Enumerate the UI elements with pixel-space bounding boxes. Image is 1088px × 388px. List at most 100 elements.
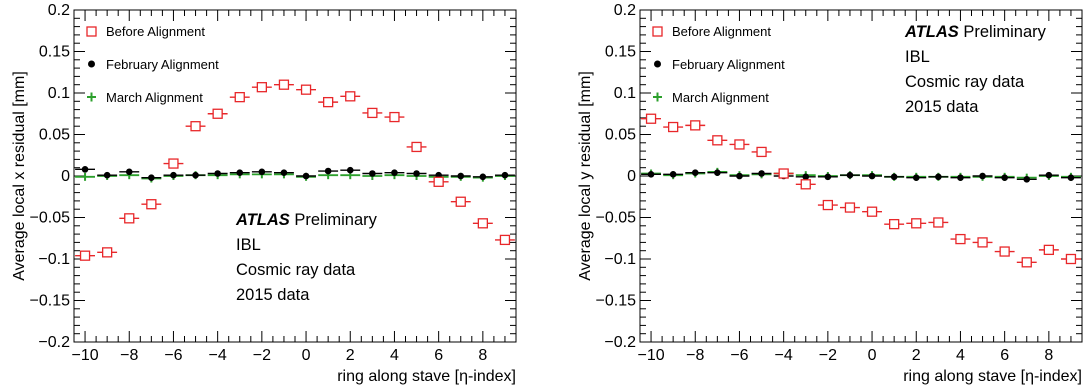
before-alignment-point: [751, 146, 772, 158]
x-tick-label: −4: [209, 347, 227, 364]
square-marker: [433, 176, 444, 187]
february-alignment-point: [406, 170, 427, 177]
square-marker: [977, 237, 988, 248]
circle-marker: [714, 169, 721, 176]
square-marker: [124, 213, 135, 224]
before-alignment-point: [75, 250, 95, 261]
circle-marker: [192, 171, 199, 179]
before-alignment-point: [251, 82, 272, 93]
february-alignment-point: [340, 166, 361, 174]
annotation-detector: IBL: [236, 236, 261, 254]
before-alignment-point: [229, 92, 250, 103]
legend-label-february: February Alignment: [106, 57, 219, 72]
before-alignment-point: [972, 237, 993, 248]
circle-marker: [824, 173, 832, 181]
before-alignment-point: [1061, 253, 1081, 265]
circle-marker: [125, 168, 133, 176]
square-marker: [668, 121, 679, 133]
february-alignment-point: [685, 169, 706, 176]
circle-marker: [280, 169, 288, 176]
before-alignment-point: [707, 135, 728, 146]
square-marker: [300, 84, 312, 95]
x-axis-label: ring along stave [η-index]: [903, 368, 1082, 385]
before-alignment-point: [163, 158, 184, 169]
square-marker: [889, 218, 900, 230]
february-alignment-point: [495, 171, 515, 179]
circle-marker: [214, 170, 221, 177]
y-tick-label: 0.15: [39, 44, 70, 61]
circle-marker: [1001, 174, 1008, 181]
square-marker: [844, 202, 856, 213]
x-axis-label: ring along stave [η-index]: [337, 368, 516, 385]
y-tick-label: 0.1: [614, 85, 636, 102]
before-alignment-point: [384, 111, 405, 123]
circle-marker: [479, 173, 487, 181]
x-tick-label: 6: [1000, 347, 1009, 364]
february-alignment-point: [751, 170, 772, 177]
before-alignment-point: [862, 206, 882, 217]
square-marker: [866, 206, 878, 217]
circle-marker: [302, 172, 310, 180]
y-axis-label: Average local x residual [mm]: [11, 71, 28, 281]
february-alignment-point: [641, 171, 661, 178]
february-alignment-point: [296, 172, 316, 180]
legend-marker-before: [652, 26, 663, 37]
circle-marker: [957, 174, 964, 181]
before-alignment-point: [663, 121, 684, 133]
february-alignment-point: [185, 171, 206, 179]
square-marker: [822, 199, 833, 211]
square-marker: [933, 217, 944, 228]
before-alignment-point: [685, 120, 706, 131]
square-marker: [345, 91, 356, 102]
february-alignment-point: [1016, 176, 1037, 183]
february-alignment-point: [274, 169, 294, 176]
february-alignment-point: [97, 171, 118, 179]
y-tick-label: 0.05: [39, 127, 70, 144]
annotation-year: 2015 data: [236, 286, 310, 304]
square-marker: [800, 179, 811, 190]
square-marker: [690, 120, 701, 131]
square-marker: [212, 108, 223, 119]
x-tick-label: −2: [819, 347, 837, 364]
circle-marker: [148, 174, 155, 181]
axes-group: −0.2 −0.15 −0.1 −0.05 0 0.05 0.1 0.15 0.2 −10 −8 −6…: [30, 2, 517, 364]
legend-marker-march: [87, 92, 96, 102]
circle-marker: [324, 167, 332, 175]
x-tick-label: 6: [434, 347, 443, 364]
annotation-dataset: Cosmic ray data: [905, 73, 1025, 91]
x-tick-label: 8: [478, 347, 487, 364]
circle-marker: [935, 173, 942, 181]
february-alignment-point: [163, 171, 184, 179]
square-marker: [477, 218, 489, 229]
y-tick-label: −0.05: [30, 210, 71, 227]
y-tick-label: −0.2: [604, 334, 636, 351]
legend: Before Alignment February Alignment Marc…: [86, 24, 219, 105]
circle-marker: [669, 171, 677, 178]
february-alignment-point: [207, 170, 228, 177]
circle-marker: [890, 173, 898, 181]
square-marker: [234, 92, 245, 103]
y-tick-label: 0.1: [48, 85, 70, 102]
before-alignment-point: [296, 84, 316, 95]
square-marker: [1043, 244, 1054, 256]
square-marker: [389, 111, 400, 123]
y-tick-label: −0.15: [596, 293, 637, 310]
square-marker: [1065, 253, 1077, 265]
legend-marker-march: [653, 92, 662, 102]
before-alignment-point: [817, 199, 838, 211]
february-alignment-point: [972, 172, 993, 180]
before-alignment-point: [318, 96, 339, 108]
circle-marker: [736, 172, 743, 180]
legend: Before Alignment February Alignment Marc…: [652, 24, 785, 105]
square-marker: [455, 196, 466, 207]
x-tick-label: −10: [71, 347, 98, 364]
square-marker: [499, 234, 511, 246]
square-marker: [322, 96, 334, 108]
y-tick-label: 0.2: [48, 2, 70, 19]
february-alignment-point: [229, 169, 250, 176]
annotation-dataset: Cosmic ray data: [236, 261, 356, 279]
y-tick-label: −0.2: [38, 334, 70, 351]
circle-marker: [369, 170, 376, 177]
x-tick-label: −6: [164, 347, 182, 364]
